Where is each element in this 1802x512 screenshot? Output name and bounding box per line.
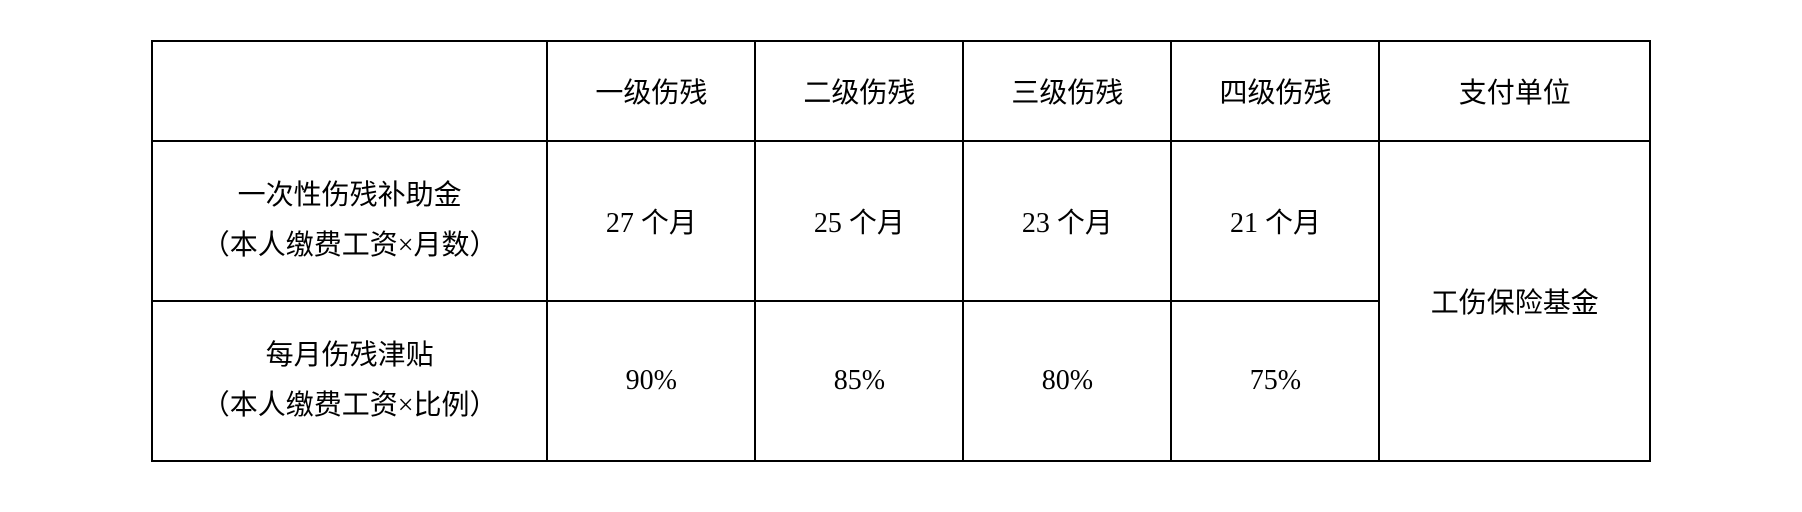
row-label-line2: （本人缴费工资×比例） <box>163 381 536 431</box>
cell-value: 80% <box>963 301 1171 461</box>
cell-payer: 工伤保险基金 <box>1379 141 1650 461</box>
header-cell-level-4: 四级伤残 <box>1171 41 1379 141</box>
cell-value: 23 个月 <box>963 141 1171 301</box>
header-cell-empty <box>152 41 547 141</box>
cell-value: 90% <box>547 301 755 461</box>
row-label-monthly: 每月伤残津贴 （本人缴费工资×比例） <box>152 301 547 461</box>
row-label-line2: （本人缴费工资×月数） <box>163 221 536 271</box>
cell-value: 25 个月 <box>755 141 963 301</box>
row-label-lumpsum: 一次性伤残补助金 （本人缴费工资×月数） <box>152 141 547 301</box>
cell-value: 75% <box>1171 301 1379 461</box>
row-label-line1: 每月伤残津贴 <box>163 331 536 381</box>
disability-benefits-table-container: 一级伤残 二级伤残 三级伤残 四级伤残 支付单位 一次性伤残补助金 （本人缴费工… <box>151 40 1651 462</box>
disability-benefits-table: 一级伤残 二级伤残 三级伤残 四级伤残 支付单位 一次性伤残补助金 （本人缴费工… <box>151 40 1651 462</box>
table-header-row: 一级伤残 二级伤残 三级伤残 四级伤残 支付单位 <box>152 41 1650 141</box>
header-cell-level-1: 一级伤残 <box>547 41 755 141</box>
header-cell-level-3: 三级伤残 <box>963 41 1171 141</box>
row-label-line1: 一次性伤残补助金 <box>163 171 536 221</box>
cell-value: 27 个月 <box>547 141 755 301</box>
header-cell-payer: 支付单位 <box>1379 41 1650 141</box>
table-row: 一次性伤残补助金 （本人缴费工资×月数） 27 个月 25 个月 23 个月 2… <box>152 141 1650 301</box>
cell-value: 85% <box>755 301 963 461</box>
cell-value: 21 个月 <box>1171 141 1379 301</box>
header-cell-level-2: 二级伤残 <box>755 41 963 141</box>
